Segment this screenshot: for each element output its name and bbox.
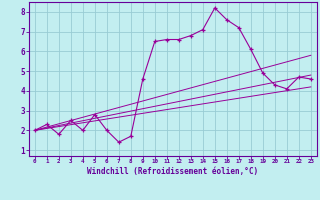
X-axis label: Windchill (Refroidissement éolien,°C): Windchill (Refroidissement éolien,°C)	[87, 167, 258, 176]
